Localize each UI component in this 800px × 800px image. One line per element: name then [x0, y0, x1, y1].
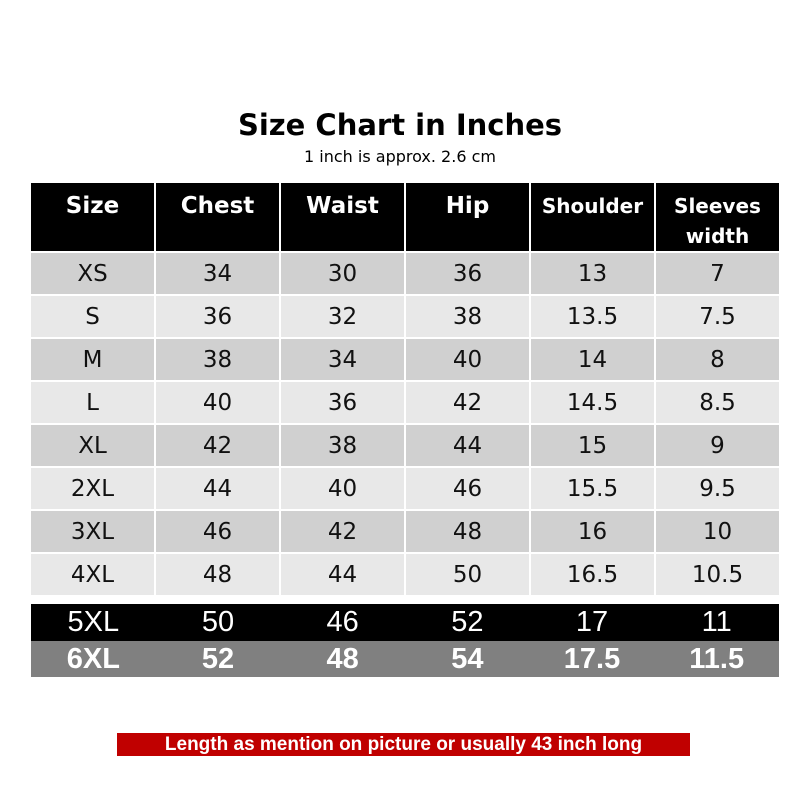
table-cell: 14	[531, 339, 654, 380]
chart-title: Size Chart in Inches	[237, 108, 563, 142]
header-cell: Size	[31, 183, 154, 251]
chart-subtitle: 1 inch is approx. 2.6 cm	[304, 147, 496, 166]
table-cell: 3XL	[31, 511, 154, 552]
table-cell: 5XL	[67, 606, 120, 638]
table-cell: 44	[156, 468, 279, 509]
table-row: L 40 36 42 14.5 8.5	[31, 382, 779, 423]
table-cell: 34	[281, 339, 404, 380]
table-cell: 40	[281, 468, 404, 509]
table-cell: 38	[406, 296, 529, 337]
table-cell: 52	[451, 606, 484, 638]
table-cell: XL	[31, 425, 154, 466]
table-cell: 9.5	[656, 468, 779, 509]
table-cell: 34	[156, 253, 279, 294]
table-cell: 48	[326, 642, 359, 675]
table-cell: 10.5	[656, 554, 779, 595]
table-cell: S	[31, 296, 154, 337]
table-cell: 13.5	[531, 296, 654, 337]
table-cell: 17.5	[563, 642, 621, 675]
table-cell: 38	[281, 425, 404, 466]
length-note: Length as mention on picture or usually …	[117, 733, 690, 756]
table-cell: 13	[531, 253, 654, 294]
table-cell: 15.5	[531, 468, 654, 509]
table-cell: 50	[201, 606, 235, 638]
size-table: Size Chest Waist Hip Shoulder Sleeves width X…	[31, 183, 779, 597]
table-cell: XS	[31, 253, 154, 294]
table-row-6xl: 6XL 52 48 54 17.5 11.5	[31, 641, 779, 677]
table-cell: 36	[406, 253, 529, 294]
table-cell: 2XL	[31, 468, 154, 509]
table-row: XS 34 30 36 13 7	[31, 253, 779, 294]
table-cell: 40	[156, 382, 279, 423]
table-cell: 46	[326, 606, 359, 638]
table-header: Size Chest Waist Hip Shoulder Sleeves width	[31, 183, 779, 251]
table-cell: 44	[281, 554, 404, 595]
table-row: M 38 34 40 14 8	[31, 339, 779, 380]
table-cell: 4XL	[31, 554, 154, 595]
table-cell: L	[31, 382, 154, 423]
table-cell: 48	[156, 554, 279, 595]
table-cell: 8	[656, 339, 779, 380]
header-cell: Sleeves width	[656, 183, 779, 251]
table-row: S 36 32 38 13.5 7.5	[31, 296, 779, 337]
table-cell: 16	[531, 511, 654, 552]
table-cell: 17	[575, 606, 609, 638]
table-cell: 36	[156, 296, 279, 337]
table-cell: 14.5	[531, 382, 654, 423]
table-cell: 52	[201, 642, 235, 675]
table-cell: 10	[656, 511, 779, 552]
table-row: 3XL 46 42 48 16 10	[31, 511, 779, 552]
table-cell: 50	[406, 554, 529, 595]
table-row: XL 42 38 44 15 9	[31, 425, 779, 466]
header-cell: Waist	[281, 183, 404, 251]
table-cell: 42	[281, 511, 404, 552]
table-row: 2XL 44 40 46 15.5 9.5	[31, 468, 779, 509]
table-cell: 40	[406, 339, 529, 380]
table-row: 4XL 48 44 50 16.5 10.5	[31, 554, 779, 595]
table-cell: 36	[281, 382, 404, 423]
table-cell: 32	[281, 296, 404, 337]
table-row-5xl: 5XL 50 46 52 17 11	[31, 604, 779, 641]
table-cell: 11	[701, 606, 732, 638]
table-cell: M	[31, 339, 154, 380]
table-cell: 46	[156, 511, 279, 552]
header-cell: Hip	[406, 183, 529, 251]
table-cell: 16.5	[531, 554, 654, 595]
table-cell: 7	[656, 253, 779, 294]
table-cell: 44	[406, 425, 529, 466]
header-cell: Chest	[156, 183, 279, 251]
table-cell: 9	[656, 425, 779, 466]
table-cell: 7.5	[656, 296, 779, 337]
table-cell: 30	[281, 253, 404, 294]
table-cell: 38	[156, 339, 279, 380]
table-cell: 6XL	[66, 642, 120, 675]
table-cell: 42	[406, 382, 529, 423]
header-cell: Shoulder	[531, 183, 654, 251]
table-cell: 46	[406, 468, 529, 509]
table-cell: 15	[531, 425, 654, 466]
table-cell: 54	[451, 642, 484, 675]
table-cell: 8.5	[656, 382, 779, 423]
table-cell: 48	[406, 511, 529, 552]
table-cell: 11.5	[689, 642, 745, 675]
table-cell: 42	[156, 425, 279, 466]
